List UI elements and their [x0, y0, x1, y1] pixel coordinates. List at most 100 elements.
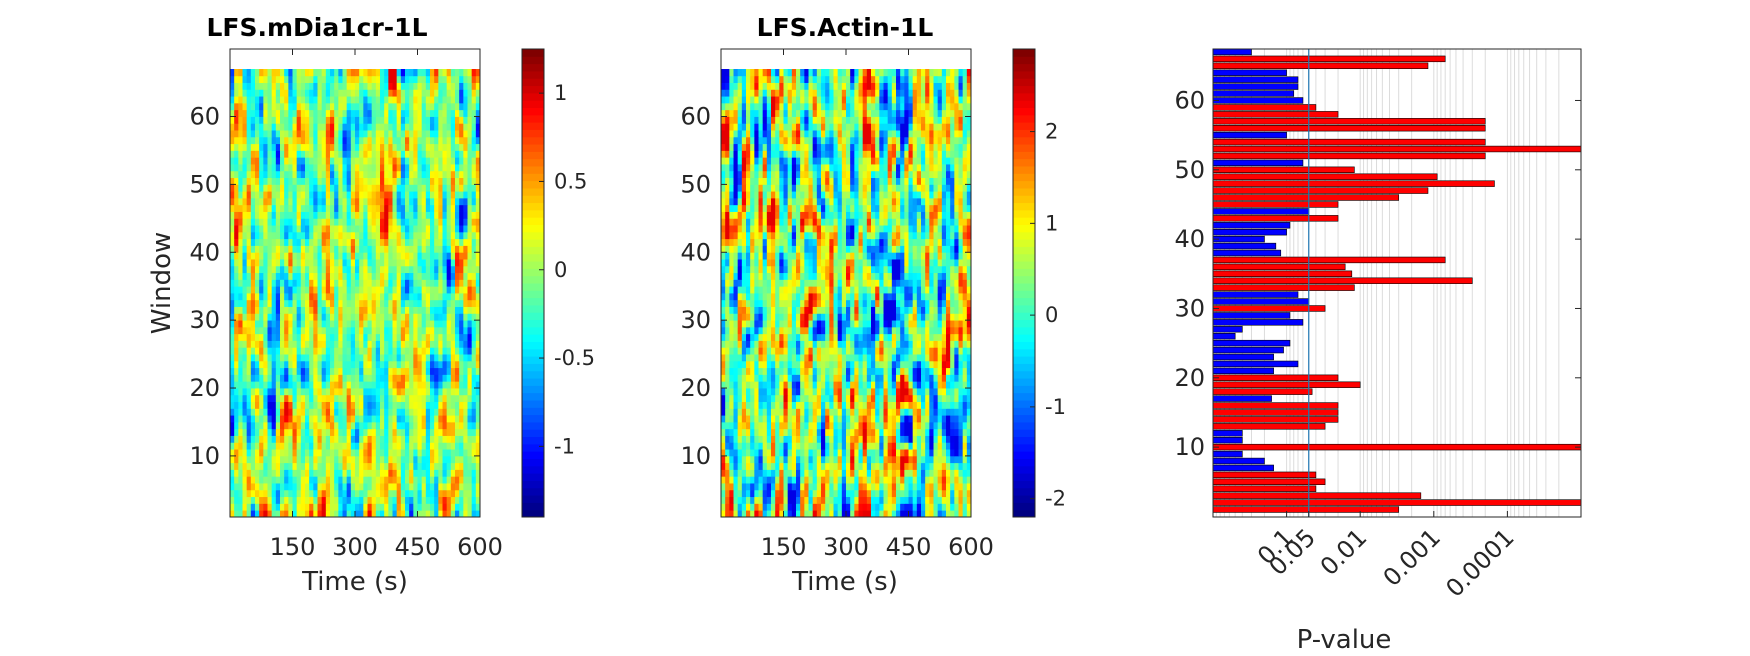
heatmap-cell — [396, 238, 402, 246]
heatmap-cell — [363, 157, 368, 165]
heatmap-cell — [359, 455, 364, 464]
heatmap-cell — [933, 415, 939, 423]
heatmap-cell — [438, 455, 443, 464]
heatmap-cell — [284, 326, 289, 335]
heatmap-cell — [284, 320, 289, 328]
heatmap-cell — [371, 96, 377, 104]
heatmap-cell — [334, 354, 339, 362]
heatmap-cell — [891, 496, 897, 504]
heatmap-cell — [417, 231, 423, 240]
heatmap-cell — [891, 455, 897, 464]
heatmap-cell — [255, 123, 260, 131]
heatmap-cell — [305, 102, 310, 111]
heatmap-cell — [771, 469, 776, 477]
heatmap-cell — [879, 510, 884, 518]
heatmap-cell — [750, 476, 755, 484]
heatmap-cell — [434, 238, 439, 246]
heatmap-cell — [833, 435, 839, 443]
heatmap-cell — [396, 489, 402, 498]
heatmap-cell — [230, 252, 235, 260]
heatmap-cell — [850, 503, 855, 511]
heatmap-cell — [438, 299, 443, 307]
heatmap-cell — [309, 367, 314, 375]
heatmap-cell — [230, 143, 235, 151]
heatmap-cell — [380, 408, 385, 416]
heatmap-cell — [475, 360, 481, 369]
heatmap-cell — [459, 510, 464, 518]
heatmap-cell — [438, 449, 443, 457]
heatmap-cell — [900, 469, 905, 477]
heatmap-cell — [338, 510, 343, 518]
heatmap-cell — [280, 89, 285, 97]
heatmap-cell — [338, 123, 343, 131]
heatmap-cell — [866, 455, 872, 464]
heatmap-cell — [255, 191, 260, 199]
heatmap-cell — [267, 306, 273, 314]
heatmap-cell — [405, 489, 410, 498]
heatmap-cell — [438, 238, 443, 246]
heatmap-cell — [413, 320, 418, 328]
heatmap-cell — [837, 476, 843, 484]
heatmap-cell — [242, 238, 248, 246]
heatmap-cell — [392, 130, 398, 138]
heatmap-cell — [941, 462, 947, 470]
heatmap-cell — [317, 211, 323, 219]
heatmap-cell — [330, 476, 335, 484]
heatmap-cell — [234, 401, 239, 409]
heatmap-cell — [367, 462, 373, 470]
heatmap-cell — [246, 204, 252, 212]
heatmap-cell — [350, 102, 356, 111]
heatmap-cell — [346, 381, 352, 389]
colorbar-swatch — [522, 334, 544, 342]
heatmap-cell — [230, 428, 235, 436]
heatmap-cell — [255, 245, 260, 253]
heatmap-cell — [309, 313, 314, 321]
heatmap-cell — [446, 265, 452, 274]
heatmap-cell — [313, 435, 318, 443]
heatmap-cell — [250, 388, 256, 396]
heatmap-cell — [230, 69, 235, 77]
heatmap-cell — [467, 272, 473, 280]
heatmap-cell — [434, 483, 439, 491]
heatmap-cell — [467, 150, 473, 158]
heatmap-cell — [359, 130, 364, 138]
heatmap-cell — [933, 421, 939, 430]
heatmap-cell — [754, 483, 759, 491]
heatmap-cell — [421, 360, 427, 369]
heatmap-cell — [275, 130, 281, 138]
heatmap-cell — [825, 503, 830, 511]
heatmap-cell — [966, 435, 972, 443]
heatmap-cell — [259, 476, 264, 484]
heatmap-cell — [313, 123, 318, 131]
heatmap-cell — [417, 483, 423, 491]
heatmap-cell — [275, 69, 281, 77]
heatmap-cell — [430, 130, 435, 138]
heatmap-cell — [309, 442, 314, 450]
heatmap-cell — [259, 354, 264, 362]
heatmap-cell — [725, 489, 730, 498]
heatmap-cell — [355, 483, 360, 491]
heatmap-cell — [455, 143, 460, 151]
heatmap-cell — [775, 469, 780, 477]
x-tick-label: 150 — [270, 533, 316, 561]
heatmap-cell — [384, 286, 389, 294]
heatmap-cell — [309, 164, 314, 172]
heatmap-cell — [741, 449, 747, 457]
heatmap-cell — [284, 89, 289, 97]
heatmap-cell — [317, 102, 323, 111]
heatmap-cell — [288, 75, 293, 83]
heatmap-cell — [446, 218, 452, 226]
heatmap-cell — [371, 347, 377, 355]
heatmap-cell — [434, 408, 439, 416]
heatmap-cell — [280, 245, 285, 253]
heatmap-cell — [317, 381, 323, 389]
heatmap-cell — [346, 374, 352, 382]
heatmap-cell — [446, 306, 452, 314]
heatmap-cell — [475, 503, 481, 511]
heatmap-cell — [330, 82, 335, 90]
heatmap-cell — [791, 503, 797, 511]
heatmap-cell — [334, 333, 339, 341]
heatmap-cell — [762, 469, 768, 477]
heatmap-cell — [400, 293, 406, 301]
heatmap-cell — [750, 428, 755, 436]
